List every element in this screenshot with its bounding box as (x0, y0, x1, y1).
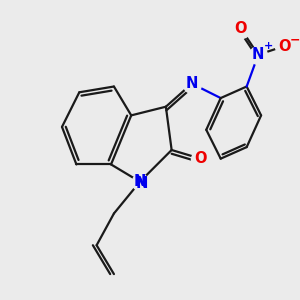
Text: N: N (135, 176, 148, 191)
Text: +: + (264, 40, 273, 50)
Text: O: O (278, 39, 290, 54)
Text: O: O (235, 21, 247, 36)
Text: −: − (290, 33, 300, 46)
Text: O: O (194, 151, 207, 166)
Text: N: N (134, 174, 146, 189)
Text: N: N (186, 76, 198, 91)
Text: N: N (252, 47, 264, 62)
